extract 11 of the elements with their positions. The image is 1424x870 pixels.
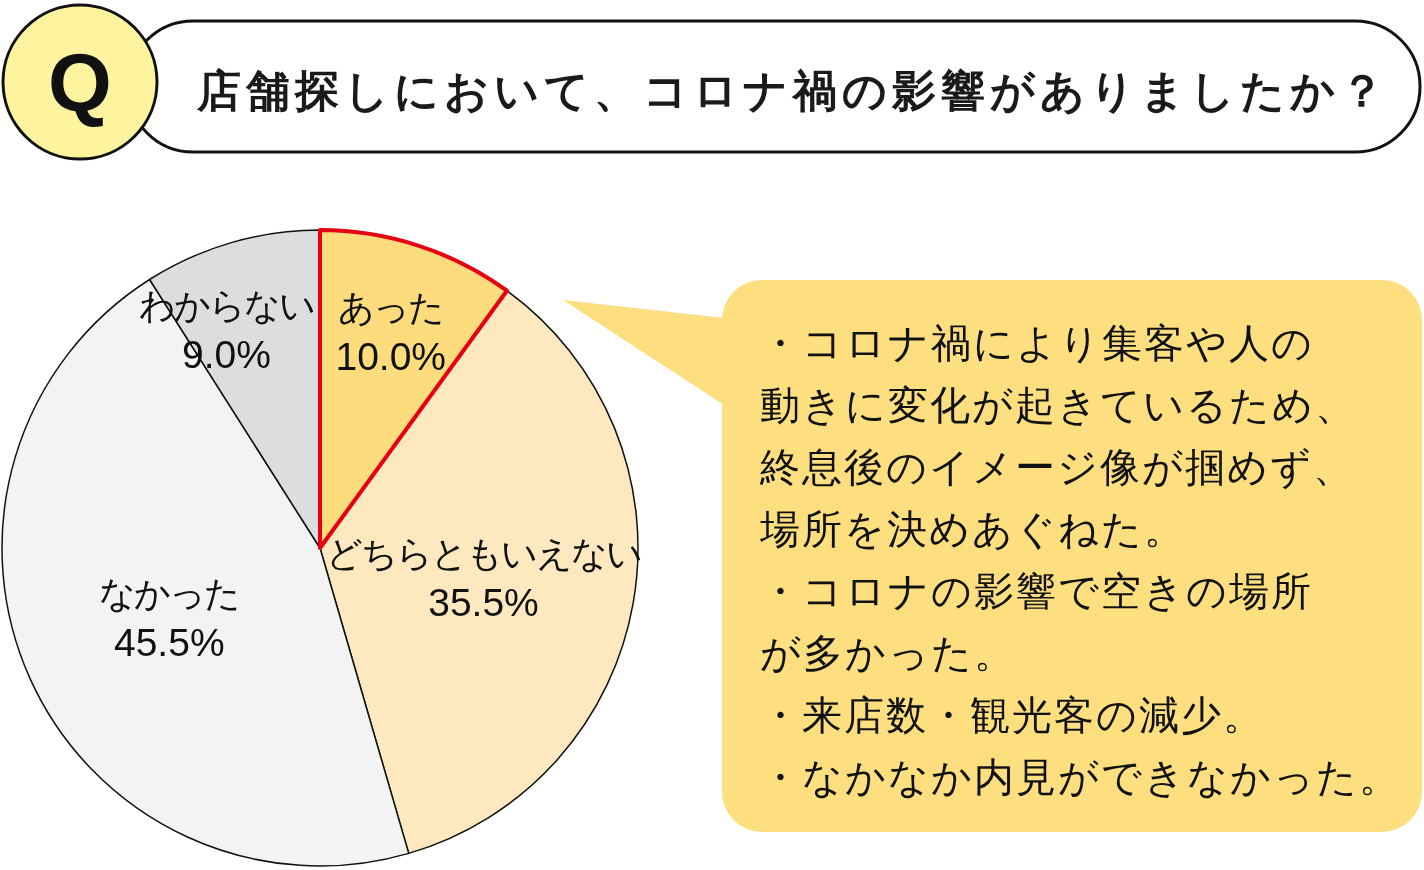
data-label: 35.5% [428,581,539,625]
comment: ・なかなか内見ができなかった。 [760,755,1401,799]
comment: ・コロナの影響で空きの場所が多かった。 [760,569,1313,675]
text: Q [48,37,112,128]
comment: ・来店数・観光客の減少。 [760,693,1265,737]
data-label: 10.0% [335,335,447,379]
slice-label: あった [338,287,444,329]
text: 店舗探しにおいて、コロナ禍の影響がありましたか？ [196,66,1389,115]
comment: ・コロナ禍により集客や人の動きに変化が起きているため、終息後のイメージ像が掴めず、場所を決めあぐねた。 [760,321,1357,551]
slice-label: なかった [99,573,240,615]
data-label: 45.5% [113,621,225,665]
